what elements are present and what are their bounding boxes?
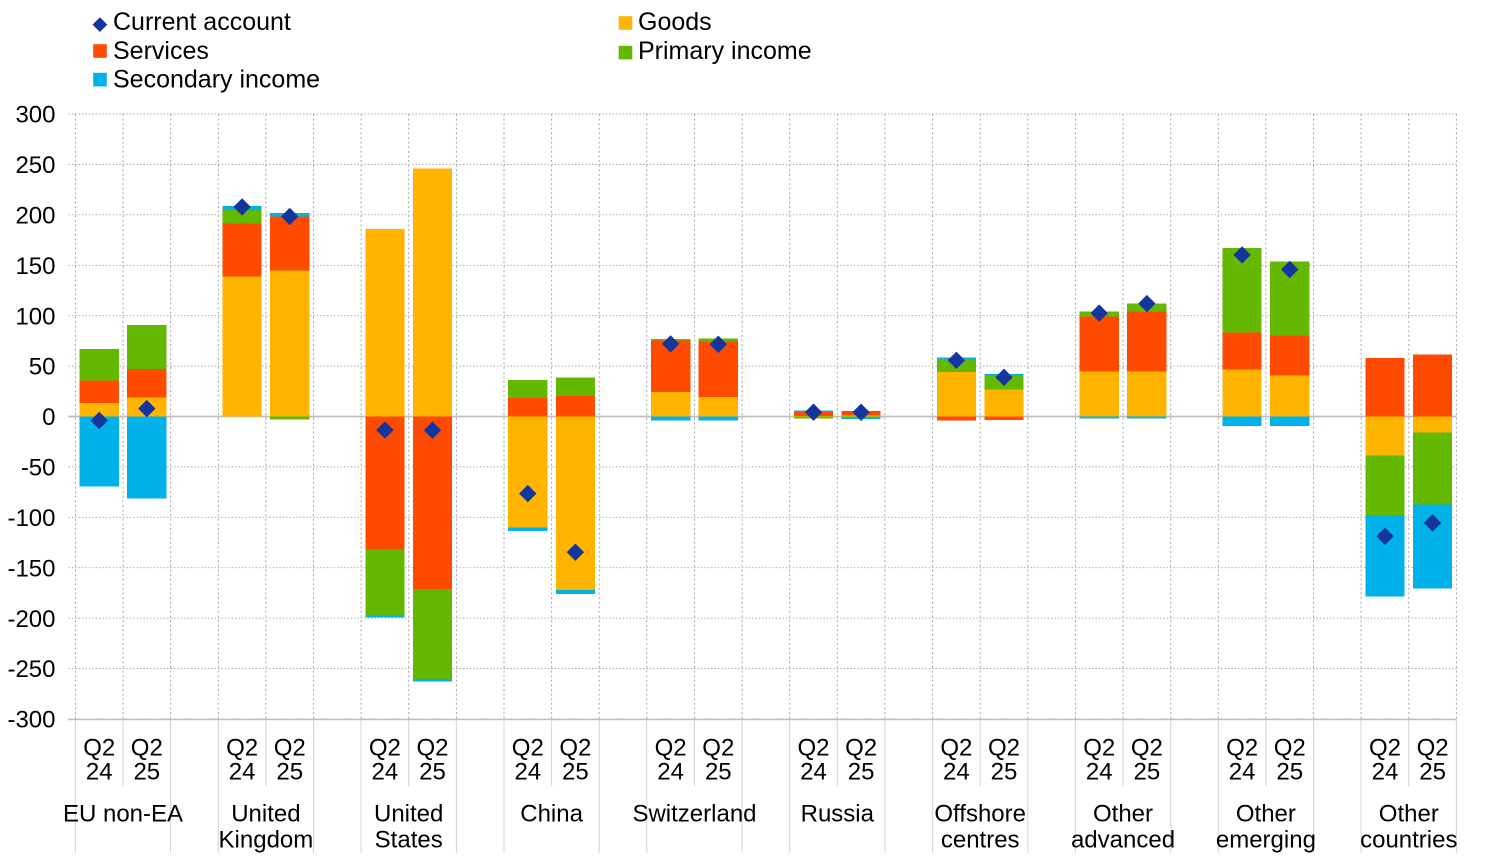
svg-text:24: 24 (800, 759, 827, 786)
svg-text:United: United (374, 800, 443, 827)
svg-text:Services: Services (113, 37, 209, 65)
svg-text:advanced: advanced (1071, 827, 1175, 854)
svg-text:Offshore: Offshore (934, 800, 1026, 827)
svg-text:25: 25 (133, 759, 160, 786)
svg-text:25: 25 (1276, 759, 1303, 786)
svg-text:25: 25 (991, 759, 1018, 786)
svg-text:200: 200 (15, 202, 55, 229)
svg-text:Other: Other (1379, 800, 1439, 827)
svg-text:25: 25 (1134, 759, 1161, 786)
svg-text:Q2: Q2 (1131, 735, 1163, 762)
svg-text:24: 24 (1372, 759, 1399, 786)
svg-text:25: 25 (419, 759, 446, 786)
svg-text:0: 0 (42, 404, 55, 431)
svg-text:Q2: Q2 (1226, 735, 1258, 762)
svg-text:100: 100 (15, 303, 55, 330)
svg-text:countries: countries (1360, 827, 1457, 854)
svg-text:Q2: Q2 (1369, 735, 1401, 762)
svg-text:centres: centres (941, 827, 1020, 854)
svg-text:-150: -150 (7, 555, 55, 582)
svg-text:24: 24 (514, 759, 541, 786)
svg-text:-300: -300 (7, 707, 55, 734)
svg-text:Q2: Q2 (416, 735, 448, 762)
svg-text:24: 24 (943, 759, 970, 786)
svg-text:-250: -250 (7, 656, 55, 683)
svg-text:24: 24 (1229, 759, 1256, 786)
svg-text:250: 250 (15, 152, 55, 179)
svg-text:Kingdom: Kingdom (219, 827, 314, 854)
svg-text:Q2: Q2 (1417, 735, 1449, 762)
svg-text:emerging: emerging (1216, 827, 1316, 854)
svg-text:Q2: Q2 (131, 735, 163, 762)
svg-text:24: 24 (372, 759, 399, 786)
svg-text:Q2: Q2 (559, 735, 591, 762)
svg-text:Russia: Russia (801, 800, 875, 827)
svg-text:Q2: Q2 (1083, 735, 1115, 762)
svg-text:Q2: Q2 (702, 735, 734, 762)
svg-text:States: States (375, 827, 443, 854)
svg-text:Secondary income: Secondary income (113, 65, 320, 93)
svg-text:Switzerland: Switzerland (632, 800, 756, 827)
svg-text:Q2: Q2 (512, 735, 544, 762)
svg-text:24: 24 (86, 759, 113, 786)
svg-text:United: United (231, 800, 300, 827)
svg-text:24: 24 (229, 759, 256, 786)
svg-text:24: 24 (1086, 759, 1113, 786)
svg-text:Q2: Q2 (988, 735, 1020, 762)
svg-text:Other: Other (1236, 800, 1296, 827)
svg-text:China: China (520, 800, 583, 827)
svg-text:-200: -200 (7, 606, 55, 633)
svg-text:25: 25 (848, 759, 875, 786)
svg-text:25: 25 (705, 759, 732, 786)
svg-text:Q2: Q2 (655, 735, 687, 762)
svg-text:Goods: Goods (638, 8, 712, 36)
svg-text:-100: -100 (7, 505, 55, 532)
svg-text:Q2: Q2 (797, 735, 829, 762)
svg-text:Other: Other (1093, 800, 1153, 827)
svg-text:Q2: Q2 (1274, 735, 1306, 762)
svg-text:Primary income: Primary income (638, 37, 812, 65)
svg-text:Q2: Q2 (226, 735, 258, 762)
svg-text:Q2: Q2 (83, 735, 115, 762)
svg-text:EU non-EA: EU non-EA (63, 800, 183, 827)
svg-text:Q2: Q2 (274, 735, 306, 762)
svg-text:25: 25 (276, 759, 303, 786)
svg-text:Q2: Q2 (845, 735, 877, 762)
svg-text:25: 25 (562, 759, 589, 786)
svg-text:24: 24 (657, 759, 684, 786)
svg-text:-50: -50 (21, 455, 56, 482)
svg-text:Q2: Q2 (940, 735, 972, 762)
svg-text:50: 50 (29, 354, 56, 381)
svg-text:25: 25 (1419, 759, 1446, 786)
svg-text:Q2: Q2 (369, 735, 401, 762)
svg-text:Current account: Current account (113, 8, 291, 36)
svg-text:150: 150 (15, 253, 55, 280)
svg-text:300: 300 (15, 102, 55, 129)
